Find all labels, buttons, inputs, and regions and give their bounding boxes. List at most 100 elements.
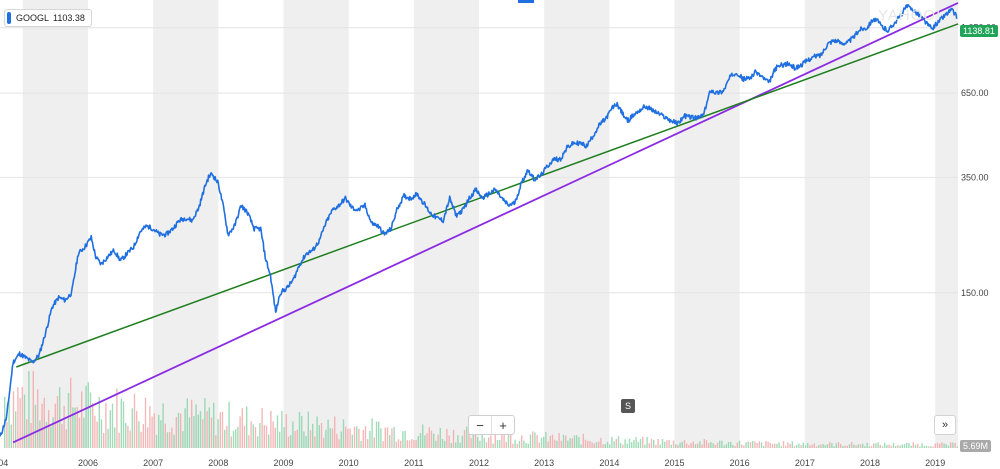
- volume-bar: [793, 445, 796, 448]
- volume-bar: [206, 411, 208, 448]
- range-marker[interactable]: [518, 0, 534, 3]
- volume-bar: [950, 442, 952, 448]
- x-tick-label: 2011: [404, 458, 423, 468]
- volume-bar: [140, 431, 142, 448]
- volume-bar: [802, 442, 804, 448]
- volume-bar: [320, 422, 323, 448]
- volume-bar: [813, 443, 815, 448]
- volume-bar: [406, 440, 408, 448]
- volume-bar: [92, 403, 94, 448]
- volume-bar: [136, 410, 138, 448]
- expand-chart-button[interactable]: »: [934, 415, 956, 435]
- volume-bar: [930, 446, 932, 448]
- volume-bar: [855, 445, 857, 448]
- volume-bar: [637, 441, 639, 448]
- volume-bar: [598, 441, 600, 448]
- volume-bar: [906, 442, 908, 448]
- volume-bar: [774, 443, 776, 448]
- zoom-out-button[interactable]: −: [476, 417, 484, 433]
- volume-bar: [556, 440, 558, 448]
- volume-bar: [859, 444, 862, 448]
- volume-bar: [391, 428, 393, 448]
- split-event-marker[interactable]: S: [621, 399, 635, 413]
- volume-bar: [400, 440, 402, 448]
- volume-bar: [611, 436, 613, 448]
- volume-bar: [70, 377, 72, 448]
- volume-bar: [798, 443, 800, 448]
- volume-bar: [323, 437, 325, 448]
- volume-bar: [787, 442, 789, 448]
- volume-bar: [318, 425, 320, 448]
- zoom-in-button[interactable]: +: [491, 416, 514, 434]
- volume-bar: [527, 443, 529, 448]
- volume-bar: [477, 437, 479, 448]
- series-legend[interactable]: GOOGL 1103.38: [4, 9, 92, 27]
- volume-bar: [186, 398, 188, 448]
- volume-bar: [886, 444, 888, 448]
- volume-bar: [292, 421, 294, 448]
- volume-bar: [285, 414, 287, 448]
- volume-bar: [558, 432, 560, 448]
- volume-bar: [708, 443, 710, 448]
- volume-bar: [459, 442, 461, 448]
- volume-bar: [760, 442, 763, 448]
- volume-bar: [257, 436, 259, 448]
- volume-bar: [10, 424, 12, 448]
- volume-bar: [430, 430, 433, 448]
- volume-bar: [259, 423, 261, 448]
- volume-bar: [334, 416, 336, 448]
- volume-bar: [756, 442, 758, 448]
- volume-bar: [188, 417, 191, 448]
- series-color-swatch: [7, 12, 11, 24]
- volume-bar: [540, 437, 543, 448]
- volume-bar: [936, 442, 939, 448]
- volume-bar: [767, 441, 769, 448]
- year-band: [544, 0, 610, 448]
- last-price-badge: 1138.81: [960, 25, 998, 37]
- volume-bar: [246, 406, 248, 448]
- volume-bar: [554, 439, 556, 448]
- volume-bar: [147, 427, 149, 448]
- volume-bar: [397, 439, 400, 448]
- year-band: [935, 0, 958, 448]
- volume-bar: [771, 443, 774, 448]
- volume-bar: [734, 446, 736, 448]
- volume-bar: [567, 440, 569, 448]
- volume-bar: [919, 446, 921, 448]
- volume-bar: [331, 428, 334, 448]
- volume-bar: [89, 392, 92, 448]
- volume-bar: [639, 438, 642, 448]
- volume-bar: [822, 444, 824, 448]
- volume-bar: [228, 401, 230, 448]
- volume-bar: [747, 441, 749, 448]
- volume-bar: [881, 446, 884, 448]
- volume-bar: [514, 439, 516, 448]
- year-band: [804, 0, 871, 448]
- volume-bar: [503, 431, 505, 448]
- volume-bar: [532, 431, 534, 448]
- volume-bar: [314, 436, 316, 448]
- volume-bar: [303, 431, 305, 448]
- volume-bar: [529, 434, 532, 448]
- volume-bar: [450, 442, 452, 448]
- volume-bar: [180, 413, 182, 448]
- volume-bar: [697, 443, 699, 448]
- volume-bar: [727, 442, 730, 448]
- volume-bar: [305, 435, 307, 448]
- volume-bar: [221, 411, 224, 448]
- volume-bar: [752, 441, 754, 448]
- volume-bar: [301, 415, 303, 448]
- volume-bar: [765, 440, 767, 448]
- volume-bar: [815, 446, 818, 448]
- volume-bar: [457, 435, 459, 448]
- volume-bar: [169, 432, 171, 448]
- volume-bar: [789, 443, 791, 448]
- volume-bar: [835, 443, 837, 448]
- volume-bar: [193, 416, 195, 448]
- volume-bar: [604, 444, 606, 448]
- volume-bar: [686, 443, 688, 448]
- volume-bar: [402, 431, 404, 448]
- volume-bar: [615, 439, 617, 448]
- volume-bar: [492, 443, 494, 448]
- volume-bar: [655, 444, 657, 448]
